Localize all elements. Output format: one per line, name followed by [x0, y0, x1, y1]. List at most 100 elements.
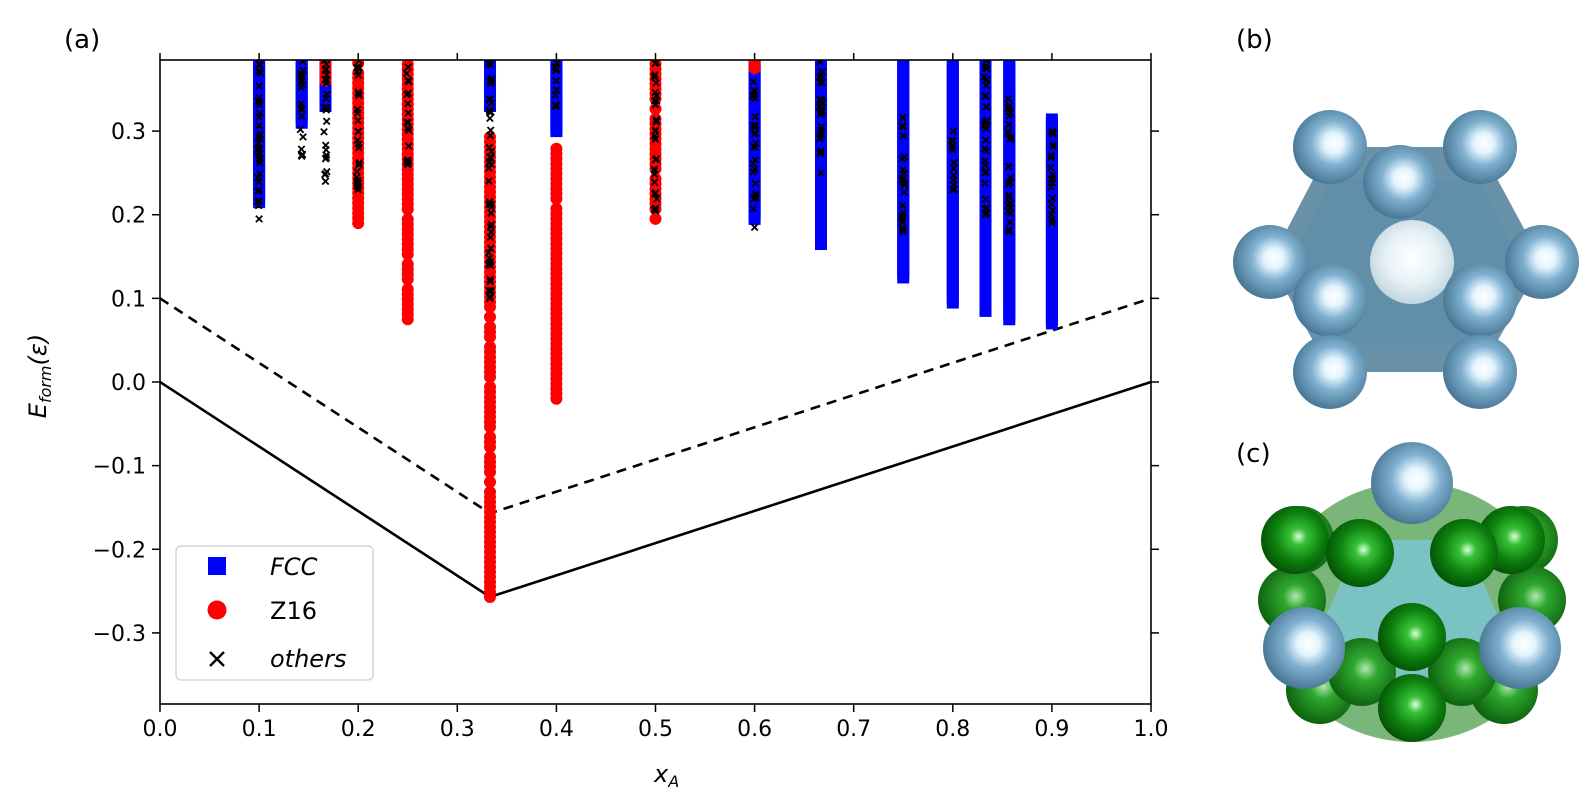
others-point: [981, 179, 989, 188]
fcc-atom: [1443, 263, 1517, 337]
others-point: [486, 292, 494, 301]
others-point: [982, 167, 990, 176]
others-point: [1049, 206, 1057, 215]
others-point: [485, 96, 494, 104]
others-point: [751, 179, 760, 188]
others-point: [355, 161, 363, 169]
others-point: [485, 143, 494, 152]
others-point: [486, 277, 495, 286]
others-point: [296, 105, 305, 113]
series-others-column: [897, 113, 909, 236]
legend-label-fcc: FCC: [270, 553, 318, 581]
legend-marker-fcc: [208, 557, 226, 575]
z16-green-atom: [1378, 603, 1446, 671]
others-point: [255, 82, 264, 90]
x-tick-label: 0.7: [836, 717, 871, 742]
fcc-point: [295, 60, 308, 69]
x-axis-ticks: 0.0 0.1 0.2 0.3 0.4 0.5 0.6 0.7 0.8 0.9 1.0: [143, 53, 1169, 742]
others-point: [650, 165, 659, 174]
z16-cluster-image: [1258, 442, 1566, 742]
fcc-atom: [1443, 335, 1517, 409]
z16-green-atom-back: [1328, 638, 1396, 706]
others-point: [354, 127, 363, 136]
others-point: [751, 112, 760, 121]
others-point: [486, 294, 494, 303]
others-point: [899, 132, 908, 140]
others-point: [298, 105, 306, 113]
series-others-column: [749, 77, 760, 232]
others-point: [1047, 151, 1056, 160]
others-point: [652, 155, 661, 163]
y-tick-label: −0.1: [93, 455, 146, 480]
fcc-cluster-image: [1233, 110, 1579, 409]
others-point: [484, 248, 493, 257]
others-point: [1006, 218, 1015, 226]
others-point: [751, 129, 760, 137]
series-others-column: [551, 60, 561, 110]
x-axis-label-main: x: [653, 760, 669, 788]
z16-atoms: [1258, 442, 1566, 742]
others-point: [486, 76, 495, 85]
others-point: [1006, 135, 1015, 144]
others-point: [254, 67, 263, 76]
series-others-column: [320, 60, 331, 186]
others-point: [817, 130, 826, 139]
others-point: [750, 165, 759, 173]
series-others-column: [352, 60, 364, 194]
others-point: [983, 65, 991, 73]
others-point: [487, 286, 495, 295]
series-others-column: [980, 60, 991, 219]
others-point: [751, 189, 760, 198]
others-point: [1006, 133, 1015, 141]
fcc-atom: [1505, 225, 1579, 299]
others-point: [320, 170, 329, 179]
others-point: [898, 165, 907, 174]
others-point: [651, 100, 660, 109]
others-point: [817, 169, 825, 177]
others-point: [255, 215, 263, 223]
z16-point: [401, 60, 414, 71]
x-tick-label: 0.1: [242, 717, 277, 742]
series-others-column: [1004, 94, 1015, 236]
others-point: [1004, 94, 1013, 103]
others-point: [1046, 163, 1055, 172]
others-point: [1047, 210, 1056, 219]
others-point: [982, 147, 991, 156]
z16-point: [550, 202, 563, 215]
others-point: [650, 178, 659, 187]
z16-green-atom: [1326, 519, 1394, 587]
others-point: [403, 160, 412, 169]
others-point: [253, 174, 262, 182]
others-point: [486, 275, 494, 284]
others-point: [981, 195, 990, 204]
others-point: [484, 60, 493, 68]
others-point: [353, 179, 361, 188]
others-point: [354, 179, 363, 187]
others-point: [651, 134, 660, 143]
y-axis-label: Eform(ε): [24, 334, 55, 418]
others-point: [652, 78, 660, 87]
others-point: [650, 190, 659, 198]
others-point: [950, 158, 958, 167]
others-point: [751, 121, 760, 130]
others-point: [297, 112, 306, 121]
plot-area: 0.0 0.1 0.2 0.3 0.4 0.5 0.6 0.7 0.8 0.9 1.0 −0.3−0…: [93, 53, 1169, 742]
panel-label-a: (a): [64, 25, 100, 55]
others-point: [322, 76, 331, 85]
others-point: [322, 106, 331, 114]
others-point: [1047, 175, 1055, 184]
others-point: [982, 124, 990, 133]
others-point: [650, 71, 659, 79]
others-point: [353, 167, 361, 176]
series-z16-column: [748, 60, 761, 75]
others-point: [1047, 199, 1056, 208]
others-point: [652, 91, 661, 100]
x-tick-label: 0.5: [638, 717, 673, 742]
x-tick-label: 0.8: [935, 717, 970, 742]
others-point: [354, 90, 363, 98]
others-point: [982, 76, 990, 85]
z16-point: [649, 102, 662, 115]
y-axis-label-tail: (ε): [24, 334, 52, 366]
fcc-atom: [1233, 225, 1307, 299]
